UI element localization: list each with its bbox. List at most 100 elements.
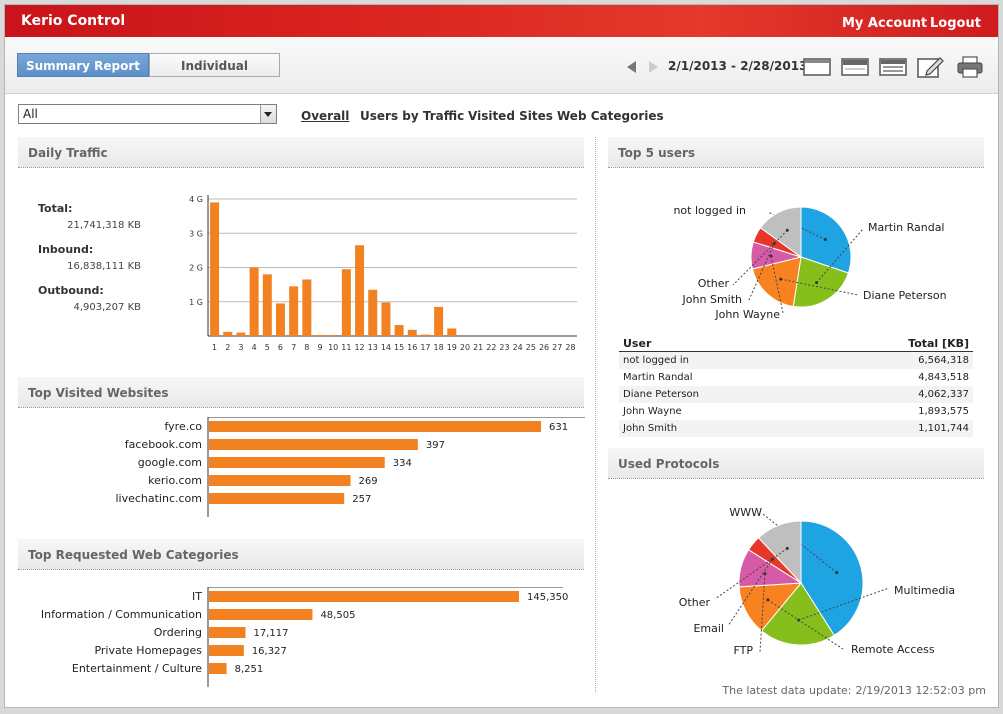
category-label: livechatinc.com: [115, 492, 202, 505]
top-sites-chart: fyre.co 631 facebook.com 397 google.com 334 ke…: [115, 417, 585, 517]
value-label: 257: [352, 494, 371, 505]
slice-label: Other: [679, 596, 711, 609]
slice-label: FTP: [734, 644, 754, 657]
bar: [249, 267, 259, 336]
layout-header-icon[interactable]: [840, 55, 870, 79]
last-update-label: The latest data update:: [722, 684, 852, 697]
top-sites-header: Top Visited Websites: [18, 377, 584, 408]
user-cell: Martin Randal: [623, 372, 693, 383]
value-label: 269: [359, 476, 378, 487]
user-cell: John Wayne: [623, 406, 682, 417]
x-tick-label: 6: [278, 343, 283, 352]
pie-slice: [759, 206, 802, 258]
subtab-visited-sites[interactable]: Visited Sites: [468, 109, 553, 123]
y-tick-label: 4 G: [189, 195, 203, 204]
daily-traffic-chart: 1 G2 G3 G4 G1 2 3 4 5 6 7 8 9 10 11 12 13 14 15 16 17 18 1…: [189, 195, 577, 352]
slice-label: Martin Randal: [868, 221, 944, 234]
next-arrow-icon[interactable]: [649, 61, 658, 73]
toolbar: Summary Report Individual 2/1/2013 - 2/2…: [5, 37, 998, 94]
date-range: 2/1/2013 - 2/28/2013: [668, 59, 808, 73]
x-tick-label: 27: [552, 343, 562, 352]
logout-link[interactable]: Logout: [930, 16, 981, 31]
x-tick-label: 10: [328, 343, 338, 352]
pie-slice: [760, 582, 835, 646]
x-tick-label: 20: [460, 343, 470, 352]
bar: [210, 202, 220, 336]
value-label: 334: [393, 458, 412, 469]
x-tick-label: 18: [434, 343, 444, 352]
category-label: IT: [192, 590, 202, 603]
leader-line: [770, 255, 784, 314]
x-tick-label: 25: [526, 343, 536, 352]
pie-slice: [792, 256, 849, 308]
x-tick-label: 23: [499, 343, 509, 352]
column-header-total: Total [KB]: [813, 334, 973, 352]
used-protocols-pie: WWW Multimedia Remote Access FTP Email Other: [679, 506, 955, 657]
slice-label: not logged in: [673, 204, 746, 217]
category-label: Ordering: [154, 626, 202, 639]
table-row: not logged in 6,564,318: [619, 351, 973, 369]
bar: [209, 591, 519, 602]
subtab-users-by-traffic[interactable]: Users by Traffic: [360, 109, 465, 123]
bar: [209, 663, 227, 674]
x-tick-label: 5: [265, 343, 270, 352]
leader-dot: [763, 572, 767, 576]
bar: [209, 421, 541, 432]
app-title: Kerio Control: [21, 13, 126, 29]
layout-single-icon[interactable]: [802, 55, 832, 79]
x-tick-label: 16: [407, 343, 417, 352]
slice-label: Other: [698, 277, 730, 290]
protocols-header: Used Protocols: [608, 448, 984, 479]
leader-line: [732, 229, 788, 286]
bar: [328, 334, 338, 336]
table-row: Diane Peterson 4,062,337: [619, 386, 973, 403]
bar: [262, 274, 272, 336]
report-window: Kerio Control My Account Logout Summary …: [4, 4, 999, 708]
x-tick-label: 4: [252, 343, 257, 352]
leader-dot: [835, 571, 839, 575]
total-label: Total:: [38, 202, 73, 215]
total-cell: 4,843,518: [918, 372, 969, 383]
x-tick-label: 14: [381, 343, 391, 352]
value-label: 397: [426, 440, 445, 451]
last-update-value: 2/19/2013 12:52:03 pm: [855, 684, 987, 697]
top-users-header: Top 5 users: [608, 137, 984, 168]
bar: [381, 302, 391, 336]
category-label: Information / Communication: [41, 608, 202, 621]
bar: [302, 279, 312, 336]
slice-label: John Smith: [682, 293, 742, 306]
daily-traffic-header: Daily Traffic: [18, 137, 584, 168]
edit-icon[interactable]: [915, 55, 945, 79]
slice-label: WWW: [729, 506, 762, 519]
total-cell: 1,101,744: [813, 420, 973, 437]
leader-line: [714, 548, 788, 600]
total-cell: 1,893,575: [918, 406, 969, 417]
category-label: Entertainment / Culture: [72, 662, 202, 675]
category-label: google.com: [138, 456, 202, 469]
value-label: 16,327: [252, 646, 287, 657]
last-update: The latest data update: 2/19/2013 12:52:0…: [722, 684, 986, 697]
bar: [209, 609, 313, 620]
filter-dropdown[interactable]: All: [18, 104, 277, 124]
bar: [315, 334, 325, 336]
chevron-down-icon[interactable]: [260, 105, 276, 123]
top-bar: Kerio Control My Account Logout: [5, 5, 998, 37]
subtab-web-categories[interactable]: Web Categories: [557, 109, 664, 123]
leader-dot: [785, 546, 789, 550]
tab-summary-report[interactable]: Summary Report: [17, 53, 149, 77]
tab-individual[interactable]: Individual: [149, 53, 280, 77]
leader-line: [747, 243, 775, 303]
layout-list-icon[interactable]: [878, 55, 908, 79]
top-users-table: User Total [KB] not logged in 6,564,318 …: [619, 334, 973, 437]
bar: [447, 328, 457, 336]
subtab-overall[interactable]: Overall: [301, 109, 350, 123]
leader-dot: [766, 598, 770, 602]
print-icon[interactable]: [955, 55, 985, 79]
x-tick-label: 17: [420, 343, 430, 352]
top-categories-title: Top Requested Web Categories: [28, 548, 239, 562]
prev-arrow-icon[interactable]: [627, 61, 636, 73]
top-categories-chart: IT 145,350 Information / Communication 48,5…: [41, 587, 568, 687]
y-tick-label: 1 G: [189, 298, 203, 307]
my-account-link[interactable]: My Account: [842, 16, 928, 31]
category-label: Private Homepages: [94, 644, 202, 657]
